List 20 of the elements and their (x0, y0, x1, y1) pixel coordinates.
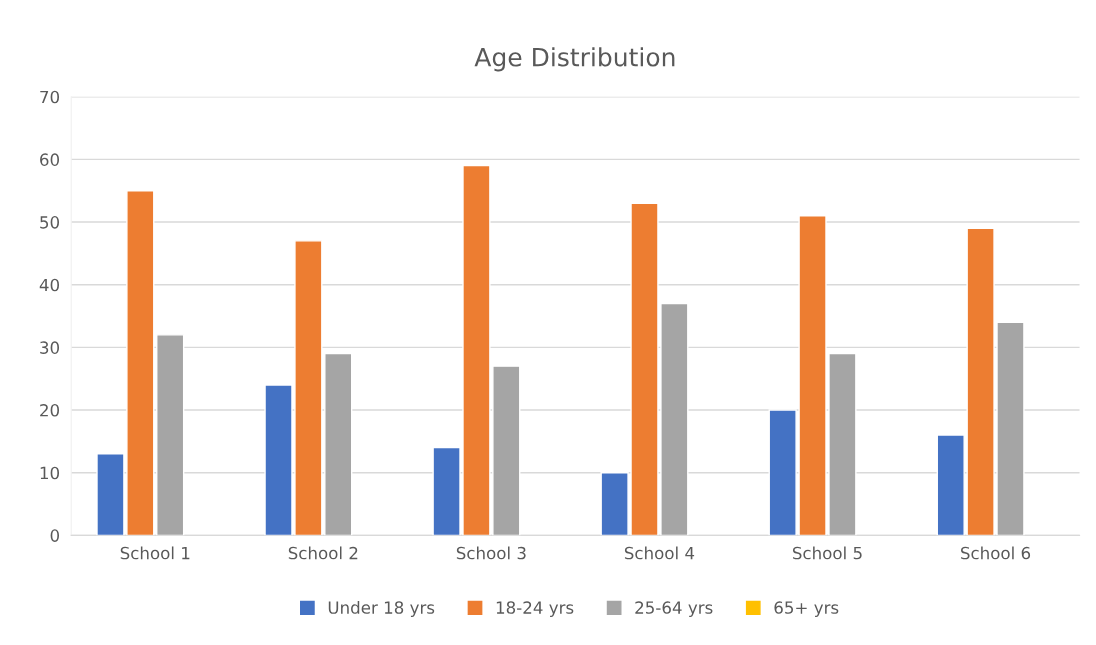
legend-label: 65+ yrs (774, 601, 839, 618)
x-tick-label: School 4 (624, 546, 695, 560)
y-tick-label: 10 (40, 466, 60, 480)
x-tick-label: School 5 (792, 546, 862, 560)
x-tick-label: School 1 (120, 546, 190, 560)
chart-title: Age Distribution (474, 47, 675, 72)
x-tick-label: School 3 (456, 546, 526, 560)
y-tick-label: 20 (40, 404, 60, 417)
y-tick-label: 30 (40, 341, 60, 354)
legend-label: 25-64 yrs (635, 601, 713, 618)
legend-label: 18-24 yrs (496, 601, 574, 618)
x-tick-label: School 6 (961, 546, 1031, 560)
y-tick-label: 70 (40, 90, 60, 104)
y-tick-label: 60 (40, 153, 60, 166)
legend-label: Under 18 yrs (328, 600, 435, 618)
x-tick-label: School 2 (288, 546, 358, 560)
y-tick-label: 40 (39, 278, 60, 292)
bar (156, 334, 185, 536)
y-tick-label: 0 (50, 529, 60, 542)
y-tick-label: 50 (40, 216, 60, 229)
